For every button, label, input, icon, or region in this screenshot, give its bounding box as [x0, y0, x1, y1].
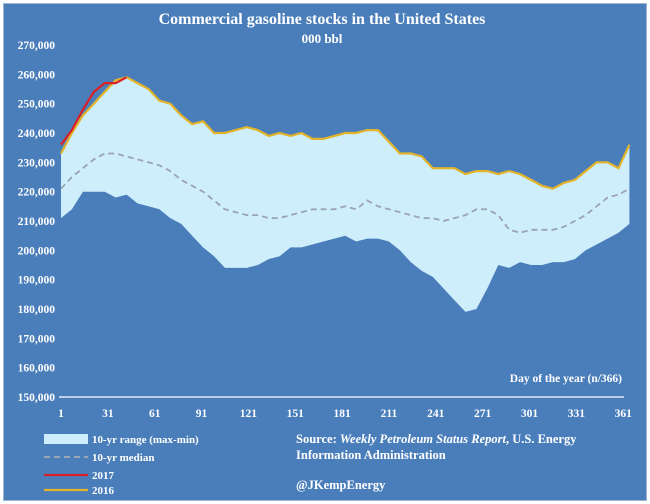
x-tick-label: 91: [196, 408, 208, 420]
legend: 10-yr range (max-min) 10-yr median 2017 …: [44, 434, 199, 497]
median-line: [60, 152, 630, 234]
x-tick-label: 361: [615, 408, 633, 420]
credit-handle: @JKempEnergy: [296, 478, 386, 492]
chart-subtitle: 000 bbl: [302, 31, 343, 46]
source-prefix: Source:: [296, 432, 340, 446]
range-band: [61, 77, 630, 312]
source-report-title: Weekly Petroleum Status Report: [340, 432, 507, 446]
y-tick-label: 150,000: [18, 392, 56, 404]
y-tick-label: 240,000: [18, 128, 56, 140]
y-tick-label: 250,000: [18, 99, 56, 111]
y-tick-label: 190,000: [18, 275, 56, 287]
y-tick-label: 260,000: [18, 69, 56, 81]
chart-frame: Commercial gasoline stocks in the United…: [3, 3, 647, 501]
x-tick-label: 121: [240, 408, 258, 420]
y-tick-label: 220,000: [18, 187, 56, 199]
x-tick-label: 271: [474, 408, 492, 420]
y-tick-group: 150,000 160,000 170,000 180,000 190,000 200,0…: [18, 40, 56, 404]
plot-area: [60, 76, 631, 312]
x-tick-label: 151: [287, 408, 305, 420]
x-tick-label: 31: [102, 408, 114, 420]
x-tick-label: 1: [58, 408, 64, 420]
series-2017-line: [60, 76, 128, 146]
source-line-1: Source: Weekly Petroleum Status Report, …: [296, 432, 577, 446]
x-tick-label: 181: [333, 408, 351, 420]
legend-label-2017: 2017: [92, 470, 115, 482]
x-tick-group: 1 31 61 91 121 151 181 211 241 271 301 331 361: [58, 408, 632, 420]
y-tick-label: 270,000: [18, 40, 56, 52]
legend-swatch-range: [44, 434, 88, 444]
y-tick-label: 170,000: [18, 333, 56, 345]
chart-svg: Commercial gasoline stocks in the United…: [18, 11, 632, 497]
x-tick-label: 211: [381, 408, 398, 420]
series-2016-line: [60, 76, 631, 190]
y-tick-label: 210,000: [18, 216, 56, 228]
y-tick-label: 230,000: [18, 157, 56, 169]
legend-label-range: 10-yr range (max-min): [92, 434, 199, 446]
legend-label-median: 10-yr median: [92, 452, 154, 464]
source-publisher: , U.S. Energy: [506, 432, 577, 446]
y-tick-label: 200,000: [18, 245, 56, 257]
x-tick-label: 241: [427, 408, 445, 420]
x-tick-label: 61: [149, 408, 161, 420]
y-tick-label: 180,000: [18, 304, 56, 316]
x-tick-label: 331: [568, 408, 586, 420]
y-tick-label: 160,000: [18, 363, 56, 375]
x-tick-label: 301: [521, 408, 539, 420]
x-axis-label: Day of the year (n/366): [510, 373, 622, 385]
legend-label-2016: 2016: [92, 485, 115, 497]
source-line-2: Information Administration: [296, 448, 446, 462]
chart-title: Commercial gasoline stocks in the United…: [159, 11, 486, 28]
